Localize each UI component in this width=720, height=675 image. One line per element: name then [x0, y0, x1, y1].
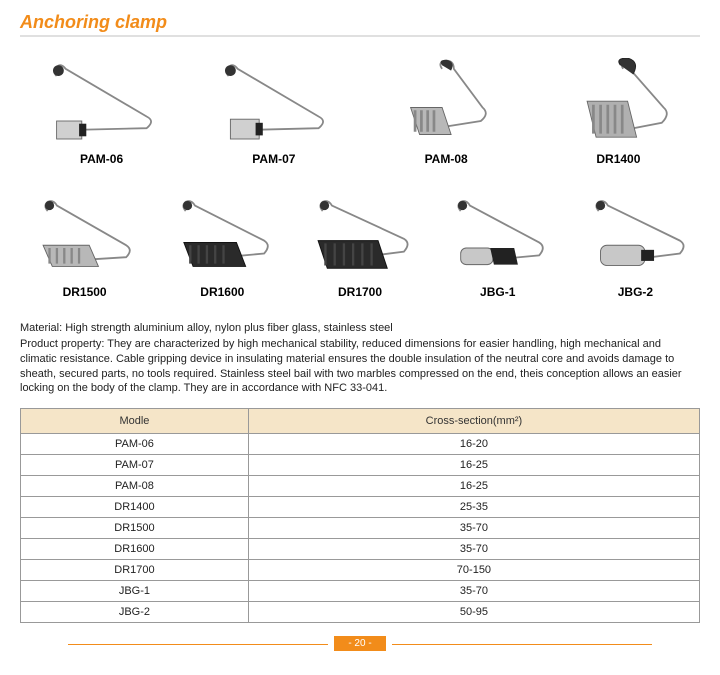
product-row-2: DR1500 DR1600 DR1700 JBG-1 JBG-2: [20, 188, 700, 313]
product-item: DR1400: [537, 55, 700, 166]
material-text: Material: High strength aluminium alloy,…: [20, 321, 700, 336]
product-image: [158, 188, 287, 283]
table-cell: PAM-07: [21, 455, 249, 476]
table-cell: DR1700: [21, 560, 249, 581]
product-item: DR1600: [158, 188, 287, 299]
product-item: DR1700: [295, 188, 424, 299]
property-text: Product property: They are characterized…: [20, 337, 700, 396]
table-row: DR160035-70: [21, 539, 700, 560]
product-label: DR1700: [295, 285, 424, 299]
table-cell: 16-25: [248, 455, 699, 476]
page-title: Anchoring clamp: [20, 12, 700, 33]
table-row: PAM-0816-25: [21, 476, 700, 497]
product-label: DR1500: [20, 285, 149, 299]
table-cell: DR1500: [21, 518, 249, 539]
table-row: DR140025-35: [21, 497, 700, 518]
table-cell: 25-35: [248, 497, 699, 518]
product-image: [537, 55, 700, 150]
table-row: PAM-0616-20: [21, 434, 700, 455]
table-cell: 16-25: [248, 476, 699, 497]
catalog-page: Anchoring clamp PAM-06 PAM-07 PAM-08 DR1…: [0, 0, 720, 661]
table-cell: PAM-08: [21, 476, 249, 497]
table-header: Modle: [21, 409, 249, 434]
product-image: [20, 188, 149, 283]
table-cell: 35-70: [248, 518, 699, 539]
product-image: [192, 55, 355, 150]
product-label: PAM-06: [20, 152, 183, 166]
title-bar: Anchoring clamp: [20, 12, 700, 37]
page-number-bar: - 20 -: [20, 633, 700, 651]
product-label: PAM-08: [365, 152, 528, 166]
table-row: PAM-0716-25: [21, 455, 700, 476]
product-item: JBG-1: [433, 188, 562, 299]
product-image: [295, 188, 424, 283]
table-cell: PAM-06: [21, 434, 249, 455]
table-row: DR170070-150: [21, 560, 700, 581]
product-item: PAM-07: [192, 55, 355, 166]
table-cell: JBG-1: [21, 581, 249, 602]
product-label: JBG-2: [571, 285, 700, 299]
table-cell: 35-70: [248, 539, 699, 560]
product-item: PAM-06: [20, 55, 183, 166]
product-label: PAM-07: [192, 152, 355, 166]
table-cell: 16-20: [248, 434, 699, 455]
table-row: DR150035-70: [21, 518, 700, 539]
table-row: JBG-250-95: [21, 602, 700, 623]
product-label: JBG-1: [433, 285, 562, 299]
page-number: - 20 -: [334, 636, 385, 651]
product-image: [365, 55, 528, 150]
table-header: Cross-section(mm²): [248, 409, 699, 434]
table-cell: 35-70: [248, 581, 699, 602]
product-row-1: PAM-06 PAM-07 PAM-08 DR1400: [20, 55, 700, 180]
table-row: JBG-135-70: [21, 581, 700, 602]
product-item: PAM-08: [365, 55, 528, 166]
product-label: DR1600: [158, 285, 287, 299]
table-cell: JBG-2: [21, 602, 249, 623]
spec-table: Modle Cross-section(mm²) PAM-0616-20PAM-…: [20, 408, 700, 623]
table-cell: DR1600: [21, 539, 249, 560]
product-label: DR1400: [537, 152, 700, 166]
product-item: JBG-2: [571, 188, 700, 299]
table-cell: DR1400: [21, 497, 249, 518]
description-block: Material: High strength aluminium alloy,…: [20, 321, 700, 396]
product-image: [433, 188, 562, 283]
table-cell: 70-150: [248, 560, 699, 581]
table-cell: 50-95: [248, 602, 699, 623]
product-image: [20, 55, 183, 150]
product-image: [571, 188, 700, 283]
product-item: DR1500: [20, 188, 149, 299]
